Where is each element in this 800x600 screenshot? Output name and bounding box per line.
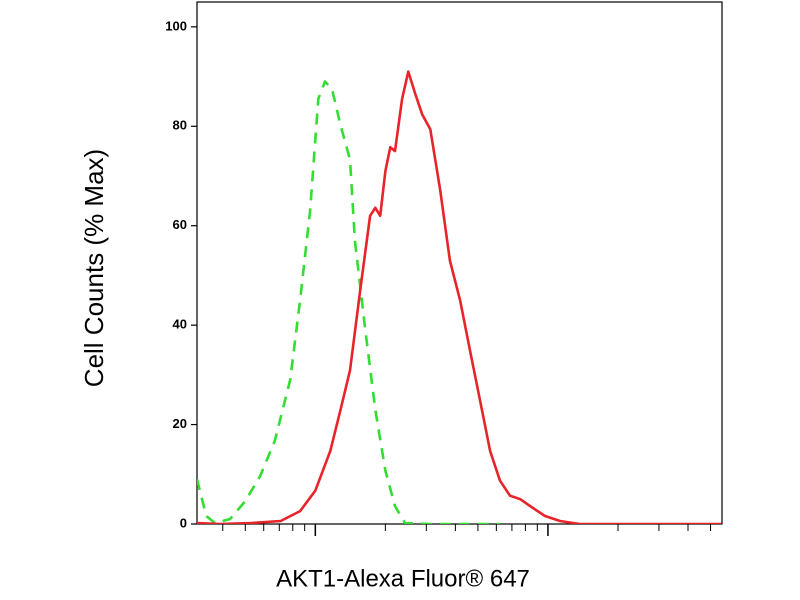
series-line — [197, 80, 500, 524]
y-axis-label: Cell Counts (% Max) — [79, 149, 109, 387]
x-axis-label: AKT1-Alexa Fluor® 647 — [276, 565, 530, 592]
y-tick-label: 80 — [173, 118, 187, 133]
y-tick-label: 0 — [180, 515, 187, 530]
y-tick-label: 40 — [173, 317, 187, 332]
y-tick-label: 60 — [173, 217, 187, 232]
plot-area — [197, 70, 722, 524]
y-tick-label: 100 — [165, 18, 187, 33]
y-tick-label: 20 — [173, 416, 187, 431]
series-line — [197, 70, 722, 524]
plot-frame — [196, 1, 723, 525]
